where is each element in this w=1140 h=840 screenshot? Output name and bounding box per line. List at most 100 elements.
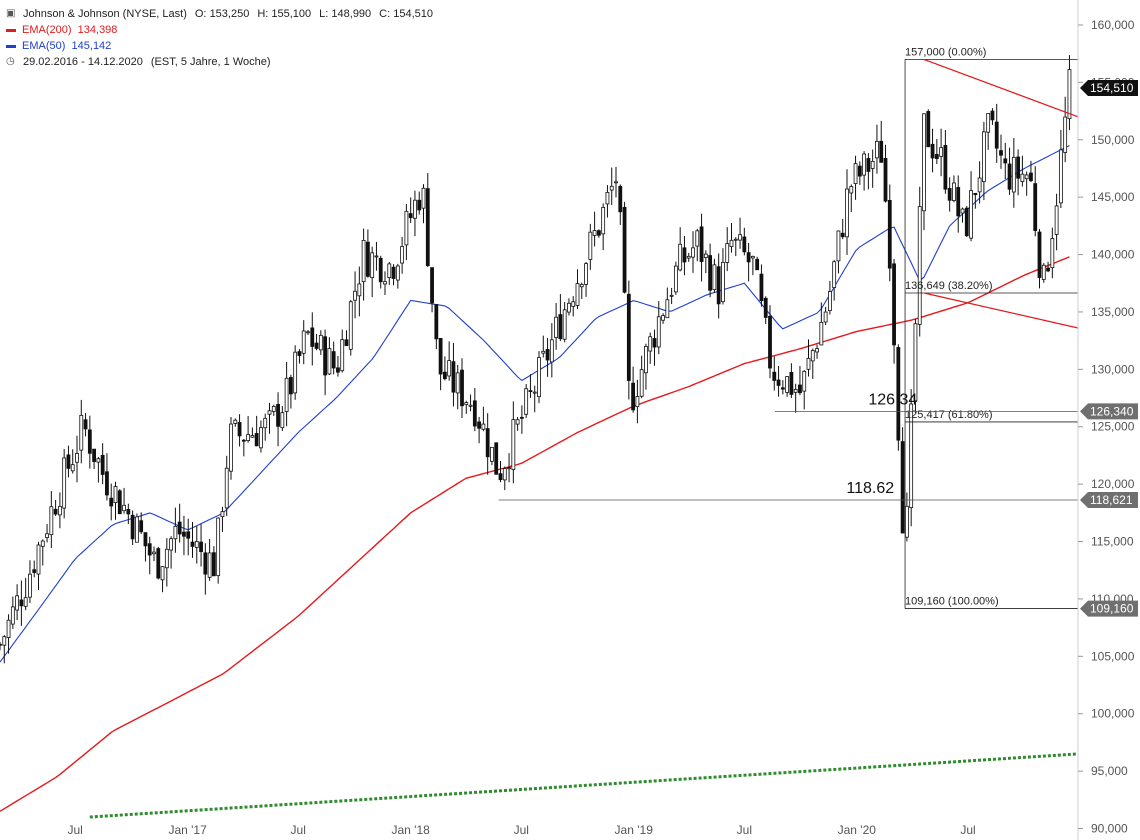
candle-body	[237, 422, 242, 437]
candle	[87, 415, 92, 469]
y-tick-label: 135,000	[1091, 305, 1135, 319]
candle-body	[156, 548, 161, 579]
price-tag-shape	[1080, 491, 1138, 508]
candle	[703, 250, 708, 274]
candle	[259, 420, 263, 453]
legend-ema50-row[interactable]: EMA(50) 145,142	[6, 38, 433, 54]
candle-body	[164, 548, 169, 569]
candle	[421, 184, 426, 224]
candle	[614, 166, 618, 198]
candle-body	[421, 187, 426, 209]
candle-body	[250, 435, 255, 438]
candle	[866, 153, 871, 190]
candle	[665, 287, 670, 319]
candle-body	[900, 441, 905, 534]
candle	[738, 217, 742, 249]
ohlc-high-value: 155,100	[271, 8, 312, 20]
candle-body	[160, 566, 165, 581]
candle-body	[802, 370, 807, 392]
candle	[562, 301, 567, 343]
candle	[678, 227, 683, 272]
ohlc-open-value: 153,250	[209, 8, 250, 20]
candle	[293, 345, 298, 400]
candle	[776, 366, 781, 397]
ohlc-close-value: 154,510	[393, 8, 433, 20]
candle	[1029, 160, 1033, 183]
candle	[23, 577, 28, 611]
candle-body	[122, 504, 126, 512]
candle-body	[314, 342, 319, 349]
candle	[699, 213, 704, 282]
candle	[400, 236, 405, 274]
candle-body	[661, 315, 665, 321]
candle-body	[263, 417, 268, 429]
candle	[943, 130, 948, 194]
legend-ema200-row[interactable]: EMA(200) 134,398	[6, 22, 433, 38]
candle	[353, 271, 357, 319]
candle-body	[147, 543, 152, 556]
candle-body	[357, 283, 362, 297]
candle	[19, 580, 24, 626]
candle-body	[62, 457, 67, 509]
candle-body	[780, 387, 785, 390]
candle-body	[49, 506, 54, 536]
candle	[887, 184, 892, 282]
candle-body	[827, 291, 832, 312]
y-tick-label: 105,000	[1091, 649, 1135, 663]
candle-body	[977, 177, 982, 193]
ohlc-low-value: 148,990	[331, 8, 372, 20]
candle-body	[173, 525, 178, 540]
price-tag-label: 154,510	[1090, 81, 1134, 95]
candle	[327, 337, 332, 376]
price-tag-label: 109,160	[1090, 602, 1134, 616]
fib-level-label: 125,417 (61.80%)	[905, 409, 992, 421]
candle	[507, 453, 511, 483]
candle-body	[387, 263, 392, 278]
price-tag-label: 126,340	[1090, 404, 1134, 418]
candle-body	[365, 241, 370, 277]
candle-body	[990, 110, 995, 121]
candle-body	[340, 339, 345, 372]
candle	[177, 503, 182, 543]
candle	[1033, 166, 1038, 237]
candle	[990, 108, 995, 125]
candle	[331, 341, 336, 375]
candle-body	[930, 143, 935, 159]
candle	[541, 335, 546, 358]
candle-body	[742, 236, 747, 253]
candlestick-series	[0, 55, 1072, 664]
candle-body	[23, 597, 28, 607]
candle	[336, 356, 340, 377]
candle-body	[1050, 238, 1055, 269]
candle	[62, 448, 67, 519]
legend-range-row: ◷ 29.02.2016 - 14.12.2020 (EST, 5 Jahre,…	[6, 54, 433, 70]
candle	[537, 351, 541, 404]
candle	[306, 329, 310, 335]
candle	[840, 218, 845, 240]
candle-body	[1011, 156, 1016, 193]
trendline-upper	[923, 58, 1079, 118]
candle-body	[442, 371, 447, 380]
candle-body	[793, 388, 798, 393]
candle-body	[301, 330, 306, 354]
candle	[301, 320, 306, 365]
candle-body	[79, 414, 84, 451]
candle	[130, 510, 135, 546]
candle	[810, 348, 815, 379]
candle-body	[840, 232, 845, 238]
candle	[147, 536, 152, 575]
candle	[930, 128, 935, 173]
candle	[780, 380, 785, 395]
candle-body	[716, 266, 721, 305]
candle	[280, 406, 285, 431]
candle	[618, 184, 623, 225]
candle	[105, 453, 109, 501]
candle-body	[353, 290, 357, 301]
candle	[207, 538, 212, 581]
candle-body	[447, 360, 452, 377]
candle-body	[639, 369, 644, 397]
candle-body	[92, 448, 97, 462]
candle-body	[502, 468, 507, 481]
candle	[524, 384, 529, 418]
